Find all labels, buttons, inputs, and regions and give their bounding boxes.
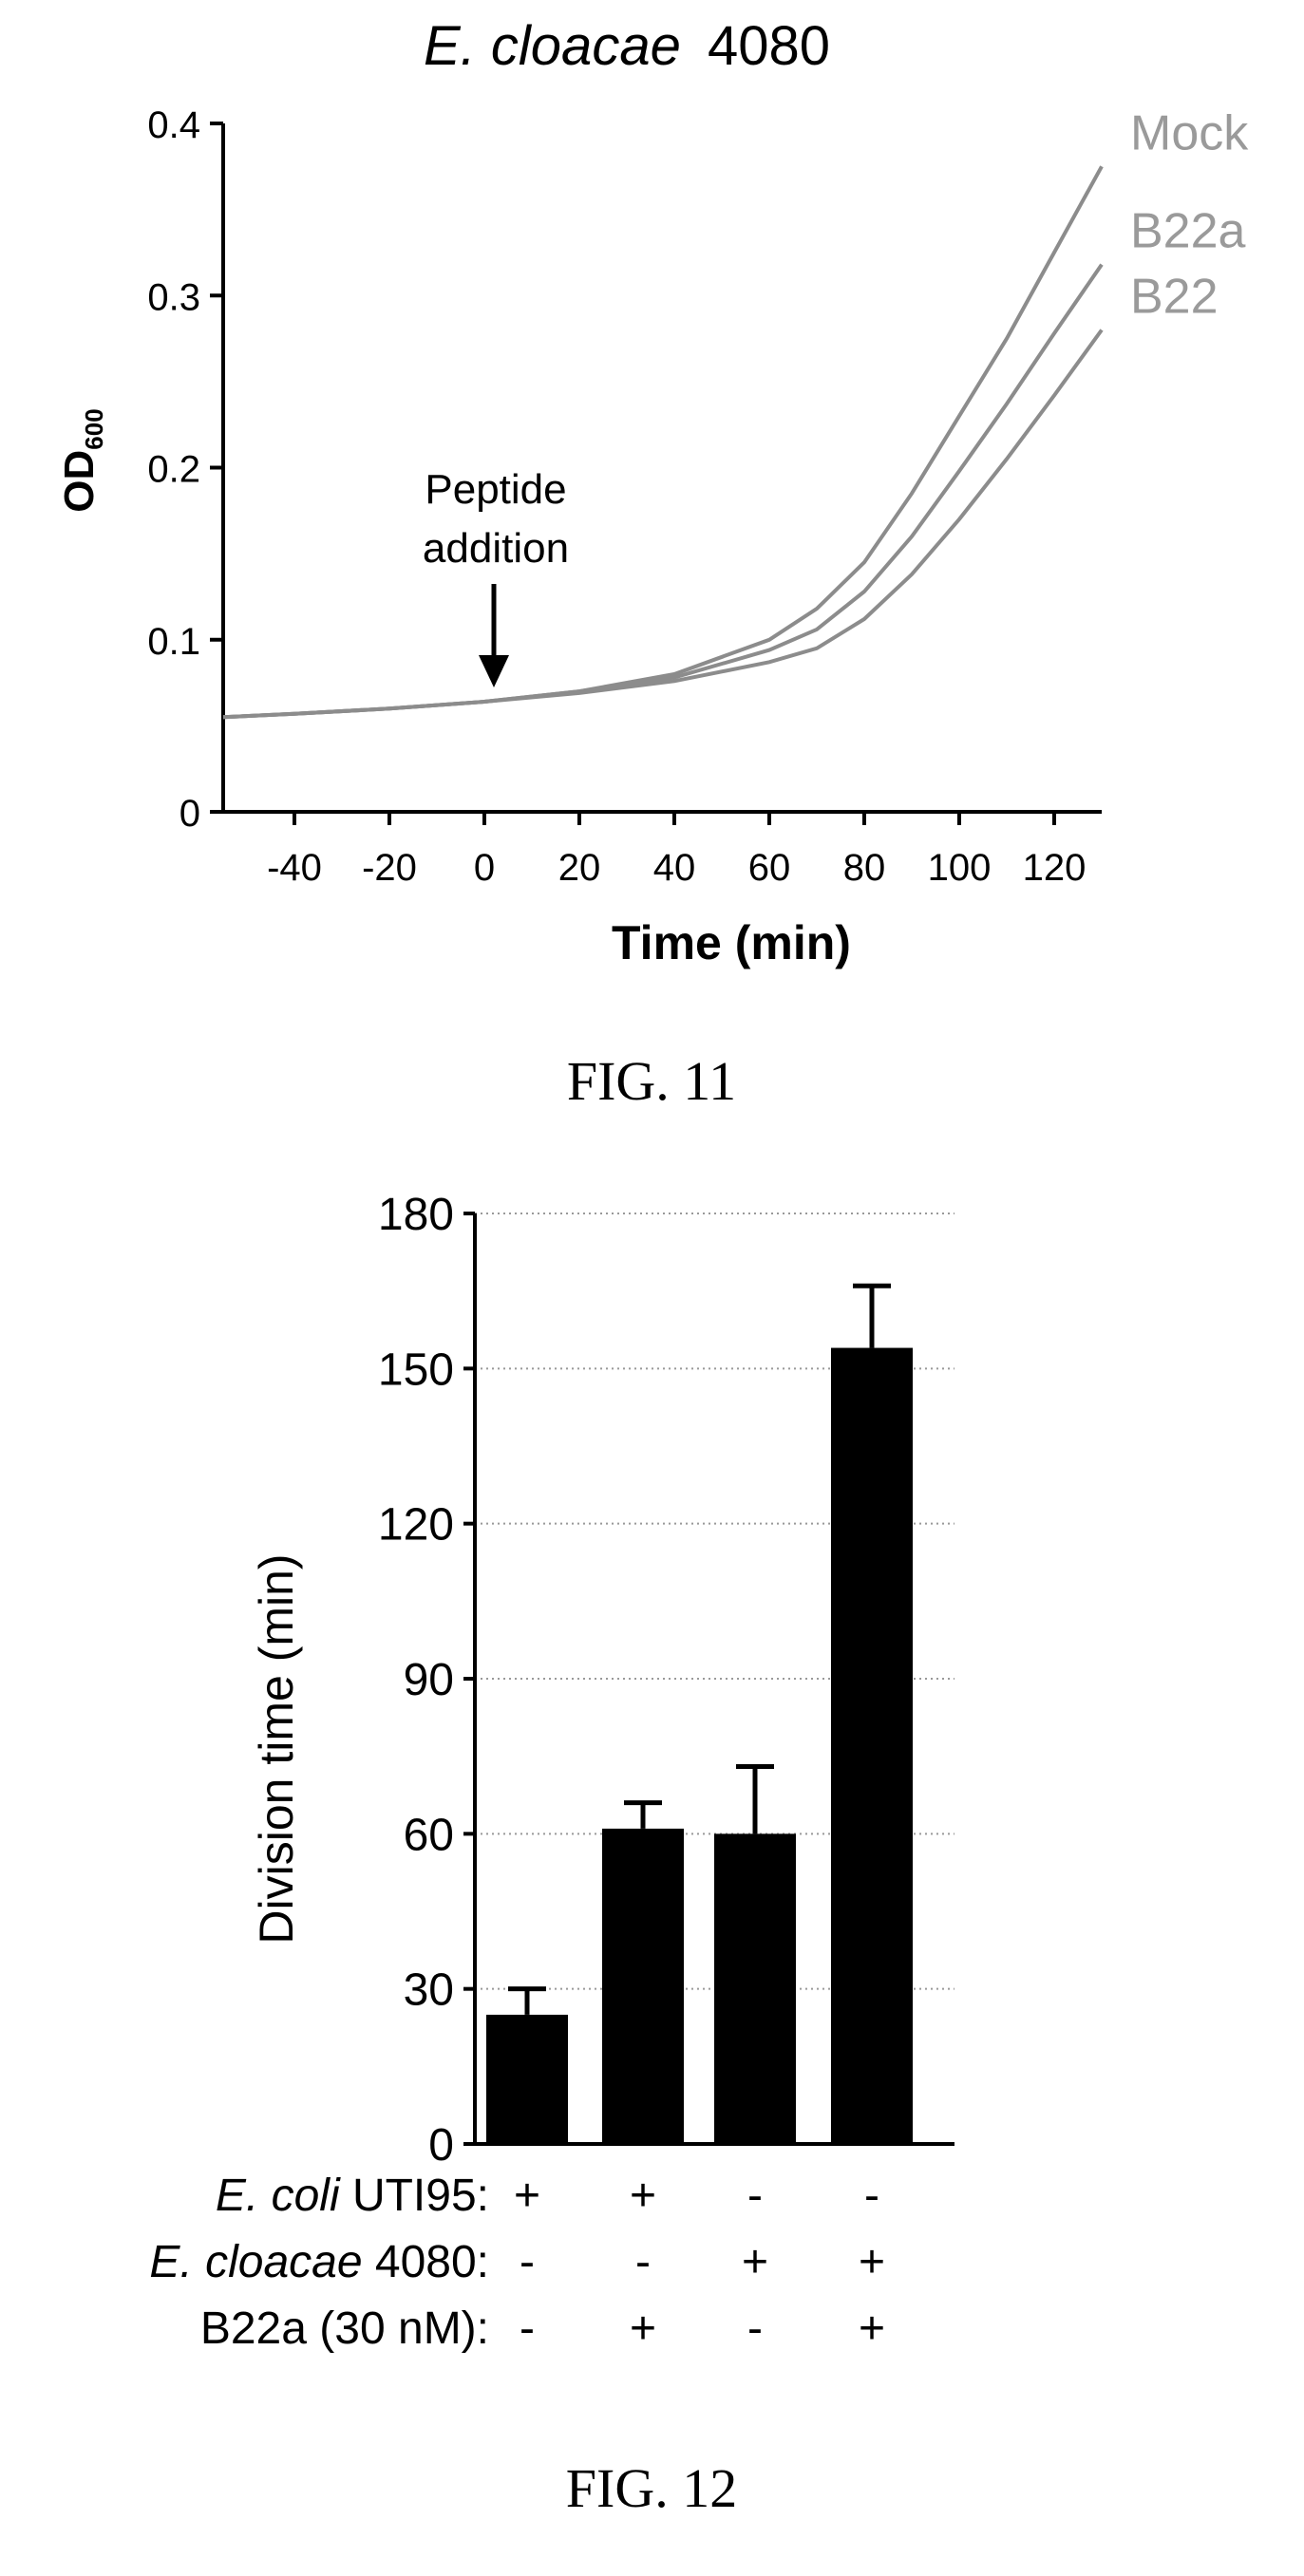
fig12-condition-sign: -: [520, 2303, 535, 2354]
fig12-y-tick-label: 0: [428, 2120, 454, 2171]
fig12-y-tick-label: 90: [404, 1655, 454, 1705]
fig11-x-axis-label: Time (min): [612, 916, 851, 969]
fig11-x-tick-label: -20: [362, 847, 417, 889]
fig12-y-tick-label: 60: [404, 1810, 454, 1860]
fig12-caption: FIG. 12: [566, 2457, 737, 2519]
fig12-condition-sign: +: [514, 2171, 540, 2221]
fig12-y-tick-label: 180: [378, 1190, 454, 1240]
fig11-x-tick-label: 40: [653, 847, 696, 889]
fig12-condition-sign: +: [859, 2303, 885, 2354]
fig12-condition-sign: +: [859, 2237, 885, 2287]
fig11-y-label-main: OD: [56, 450, 103, 513]
fig11-y-tick-label: 0.4: [147, 104, 200, 146]
fig11-annotation-line2: addition: [423, 525, 569, 572]
fig11-series-line-b22a: [222, 263, 1104, 720]
fig11-x-tick-label: 100: [928, 847, 992, 889]
fig12-row-label: E. cloacae 4080:: [149, 2237, 489, 2287]
fig11-series-line-mock: [222, 165, 1104, 720]
fig11-x-tick-label: 20: [558, 847, 601, 889]
fig12-y-tick-label: 30: [404, 1965, 454, 2016]
fig12-bar: [714, 1833, 796, 2144]
fig12-condition-sign: -: [747, 2303, 763, 2354]
fig11-series-label-b22: B22: [1130, 270, 1219, 325]
fig11-y-tick-label: 0.1: [147, 621, 200, 663]
fig11-x-tick-label: -40: [267, 847, 322, 889]
fig12-condition-sign: -: [747, 2171, 763, 2221]
fig11-x-tick-label: 80: [843, 847, 886, 889]
fig12-condition-sign: +: [630, 2171, 656, 2221]
fig12-bars-group: [486, 1283, 913, 2144]
fig11-title: E. cloacae 4080: [424, 15, 830, 77]
fig12-row-label-italic: E. coli: [216, 2171, 341, 2221]
fig12-row-label-rest: 4080:: [363, 2237, 489, 2287]
fig12-bar: [831, 1347, 913, 2144]
fig12-row-label: B22a (30 nM):: [200, 2303, 489, 2354]
fig12-condition-sign: -: [520, 2237, 535, 2287]
fig12-row-label: E. coli UTI95:: [216, 2171, 489, 2221]
fig11-y-tick-label: 0.3: [147, 276, 200, 318]
fig11-title-italic: E. cloacae: [424, 15, 681, 77]
fig11-line-chart: E. cloacae 4080 00.10.20.30.4-40 -20 0 20 40…: [56, 15, 1249, 969]
fig11-annotation-line1: Peptide: [425, 466, 566, 513]
fig12-row-label-rest: UTI95:: [340, 2171, 489, 2221]
fig12-condition-sign: -: [864, 2171, 879, 2221]
fig12-axes: 0 30 60 90 120 150 180: [378, 1190, 954, 2171]
fig11-y-axis-label: OD600: [56, 408, 108, 512]
fig11-x-tick-label: 120: [1023, 847, 1087, 889]
fig11-series-label-b22a: B22a: [1130, 204, 1246, 259]
fig11-title-rest: 4080: [708, 15, 830, 77]
fig11-y-label-sub: 600: [80, 408, 108, 449]
fig11-x-tick-label: 0: [474, 847, 495, 889]
fig12-bar: [602, 1828, 684, 2144]
fig11-series-line-b22: [222, 329, 1104, 720]
fig11-axes: 0 0.1 0.2 0.3 0.4 -40 -20 0 20 40 60 80 100 120: [147, 104, 1102, 889]
fig12-row-label-rest: B22a (30 nM):: [200, 2303, 489, 2354]
fig11-y-tick-label: 0: [180, 793, 200, 835]
fig11-caption: FIG. 11: [567, 1050, 736, 1112]
fig11-series-label-mock: Mock: [1130, 105, 1249, 160]
peptide-addition-arrow: [479, 584, 509, 687]
fig11-series-group: Mock B22a B22: [222, 105, 1249, 720]
fig12-row-label-italic: E. cloacae: [149, 2237, 362, 2287]
fig12-bar-chart: 0 30 60 90 120 150 180 Division time (min) E. …: [149, 1190, 954, 2354]
fig12-condition-sign: +: [742, 2237, 768, 2287]
fig12-condition-table: E. coli UTI95: + + - -E. cloacae 4080: - - + +B2…: [149, 2171, 885, 2354]
fig12-y-tick-label: 120: [378, 1500, 454, 1551]
fig12-y-axis-label: Division time (min): [250, 1553, 303, 1944]
fig12-bar: [486, 2014, 568, 2144]
fig12-condition-sign: -: [635, 2237, 651, 2287]
fig11-y-tick-label: 0.2: [147, 449, 200, 491]
fig11-x-tick-label: 60: [748, 847, 791, 889]
fig12-condition-sign: +: [630, 2303, 656, 2354]
fig12-y-tick-label: 150: [378, 1344, 454, 1395]
